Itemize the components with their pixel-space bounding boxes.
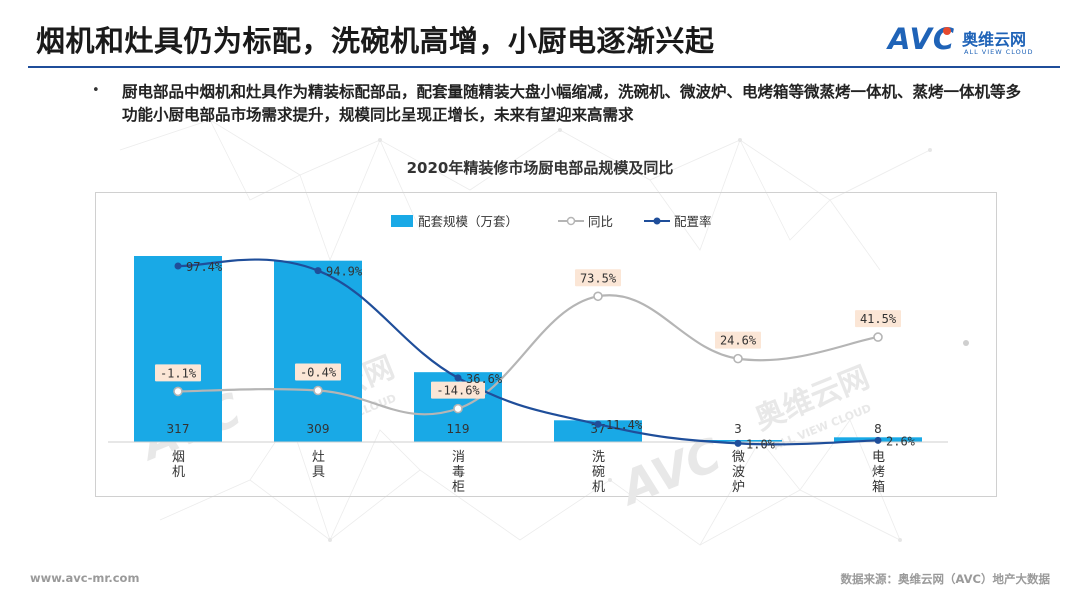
legend-label-bar: 配套规模（万套） [418,214,518,229]
legend-swatch-bar [391,215,413,227]
footer-source: 数据来源：奥维云网（AVC）地产大数据 [840,572,1050,586]
bar-value-label: 317 [167,422,190,436]
yoy-label-box [431,381,485,399]
yoy-label-box [575,269,621,287]
bar-value-label: 3 [734,422,742,436]
rate-data-label: 97.4% [186,260,223,274]
chart-frame [95,192,997,497]
rate-point [454,374,462,382]
bullet-dot: • [92,83,100,98]
rate-data-label: 2.6% [886,434,916,448]
x-tick-label: 烟机 [172,450,185,480]
header-divider [28,66,1060,68]
logo-dot-icon [943,27,951,35]
legend-marker-rate [653,217,661,225]
yoy-data-label: 73.5% [580,271,617,285]
yoy-point [593,291,603,302]
chart-title: 2020年精装修市场厨电部品规模及同比 [406,159,674,177]
yoy-point [173,386,183,397]
yoy-data-label: -1.1% [160,366,197,380]
page-title: 烟机和灶具仍为标配，洗碗机高增，小厨电逐渐兴起 [36,24,715,58]
bar [274,260,362,442]
yoy-data-label: -0.4% [300,366,337,380]
rate-data-label: 1.0% [746,437,776,451]
bar [554,420,642,442]
yoy-point [453,403,463,414]
x-tick-label: 微波炉 [732,450,745,495]
yoy-label-box [855,310,901,328]
bar-value-label: 119 [447,422,470,436]
x-tick-label: 电烤箱 [872,450,885,495]
yoy-point [873,332,883,342]
rate-point [314,267,322,275]
rate-point [594,420,602,428]
summary-text: 厨电部品中烟机和灶具作为精装标配部品，配套量随精装大盘小幅缩减，洗碗机、微波炉、… [122,83,1022,124]
rate-data-label: 11.4% [606,418,643,432]
bar [134,256,222,442]
yoy-point [313,385,323,396]
rate-data-label: 94.9% [326,265,363,279]
header: 烟机和灶具仍为标配，洗碗机高增，小厨电逐渐兴起 AVC 奥维云网 ALL VIE… [0,0,1080,70]
yoy-data-label: 41.5% [860,312,897,326]
bar-value-label: 8 [874,422,882,436]
legend-marker-yoy [566,216,576,226]
watermark: AVC 奥维云网 ALL VIEW CLOUD AVC 奥维云网 ALL VIE… [131,350,874,516]
yoy-point [733,353,743,364]
series-line-rate [177,258,879,446]
rate-point [734,439,742,447]
footer-website: www.avc-mr.com [30,571,140,585]
x-tick-label: 消毒柜 [452,450,465,495]
logo-cn: 奥维云网 [962,30,1027,49]
rate-data-label: 36.6% [466,372,503,386]
x-tick-label: 洗碗机 [592,450,605,495]
yoy-label-box [715,331,761,349]
rate-point [174,262,182,270]
chart-legend: 配套规模（万套） 同比 配置率 [391,214,712,229]
avc-logo: AVC 奥维云网 ALL VIEW CLOUD [888,22,1058,62]
yoy-label-box [295,363,341,381]
yoy-data-label: -14.6% [436,384,480,398]
legend-label-rate: 配置率 [674,214,712,229]
yoy-data-label: 24.6% [720,334,757,348]
yoy-label-box [155,364,201,382]
logo-en: ALL VIEW CLOUD [964,48,1034,56]
slide-dot-icon [963,340,969,346]
rate-point [874,436,882,444]
x-tick-label: 灶具 [312,450,325,480]
legend-label-yoy: 同比 [588,214,613,229]
bar-value-label: 309 [307,422,330,436]
